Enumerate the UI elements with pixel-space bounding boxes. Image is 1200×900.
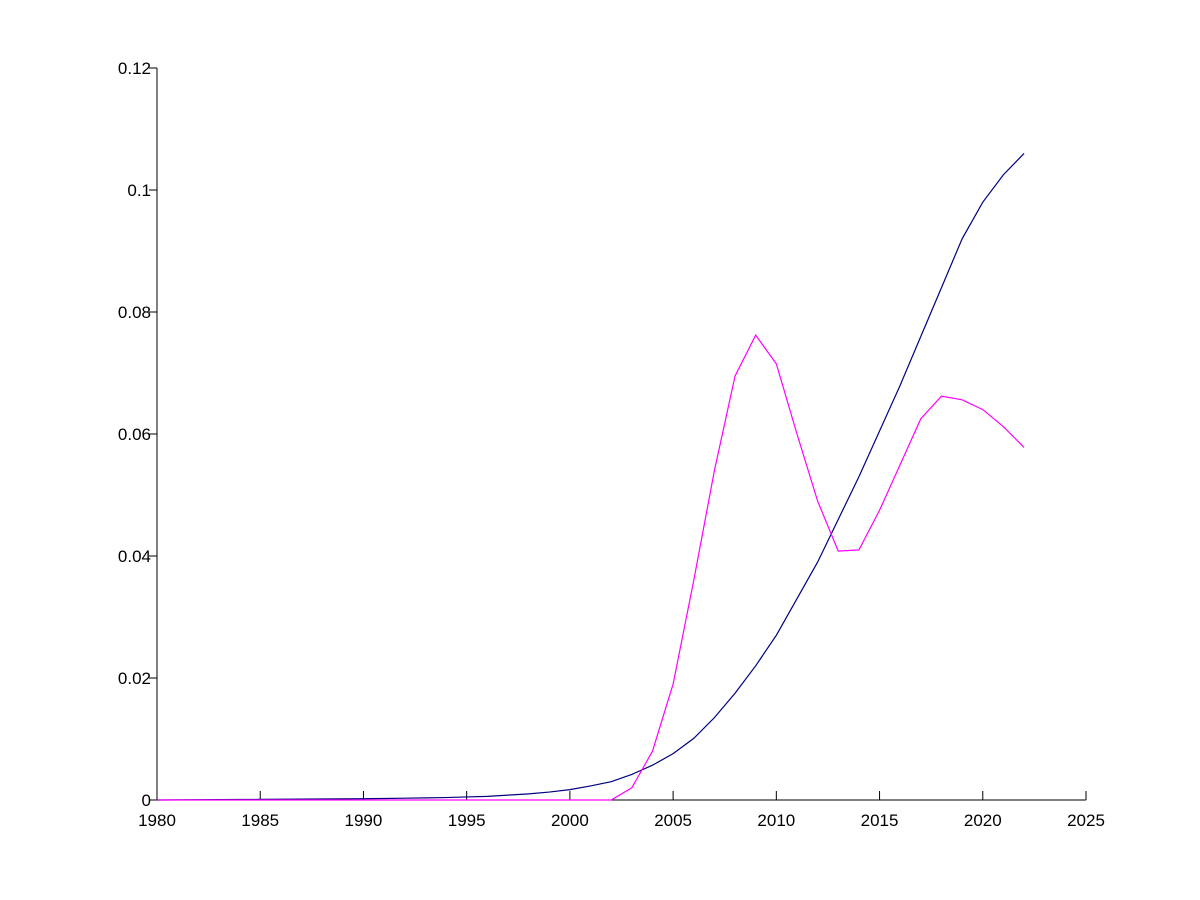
y-tick-label: 0.06 bbox=[118, 425, 151, 444]
x-tick-label: 1990 bbox=[345, 811, 383, 830]
x-tick-label: 1980 bbox=[138, 811, 176, 830]
x-tick-label: 1995 bbox=[448, 811, 486, 830]
x-tick-label: 2015 bbox=[861, 811, 899, 830]
series-line bbox=[156, 152, 1025, 801]
y-tick-label: 0.08 bbox=[118, 303, 151, 322]
x-tick-label: 2020 bbox=[964, 811, 1002, 830]
x-tick-label: 2000 bbox=[551, 811, 589, 830]
x-tick-label: 2005 bbox=[654, 811, 692, 830]
x-tick-label: 2010 bbox=[757, 811, 795, 830]
y-tick-label: 0.12 bbox=[118, 59, 151, 78]
series-line bbox=[157, 334, 1025, 801]
y-tick-label: 0.04 bbox=[118, 547, 151, 566]
x-tick-label: 2025 bbox=[1067, 811, 1105, 830]
x-tick-label: 1985 bbox=[241, 811, 279, 830]
y-tick-label: 0 bbox=[142, 791, 151, 810]
y-tick-label: 0.1 bbox=[127, 181, 151, 200]
y-tick-label: 0.02 bbox=[118, 669, 151, 688]
